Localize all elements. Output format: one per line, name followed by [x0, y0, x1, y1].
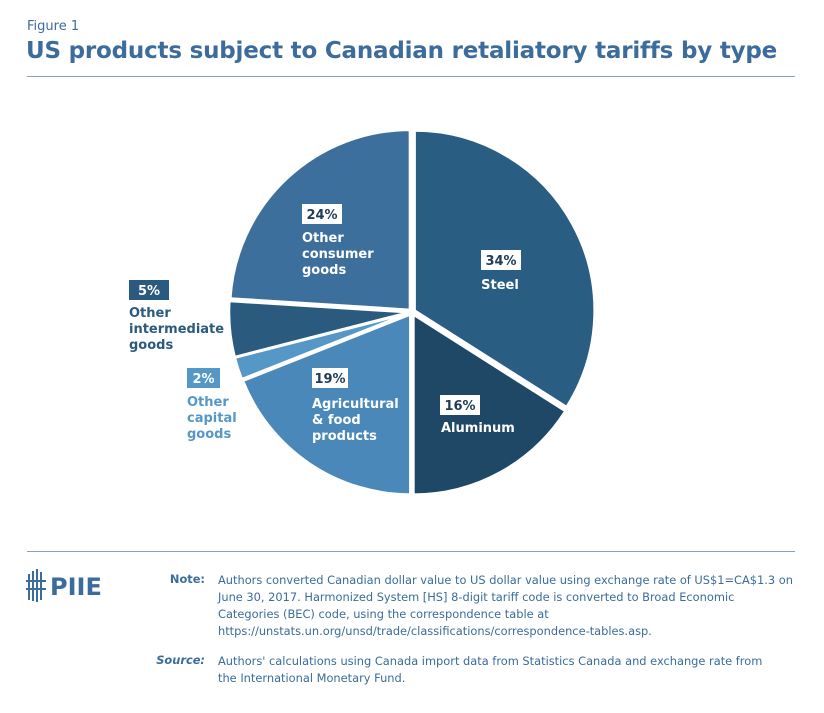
value-label: 19% — [314, 372, 345, 387]
divider-bottom — [27, 551, 795, 552]
value-label-box — [481, 250, 521, 270]
source-label: Source: — [156, 653, 205, 667]
value-label-box — [302, 204, 342, 224]
pie-slice-2 — [412, 312, 568, 496]
value-label-box — [440, 395, 480, 415]
source-text: Authors' calculations using Canada impor… — [218, 654, 763, 685]
pie-slice-3 — [241, 312, 412, 496]
piie-logo: PIIE — [26, 568, 126, 608]
note-text: Authors converted Canadian dollar value … — [218, 573, 793, 638]
category-label: Agricultural & food products — [312, 397, 399, 444]
divider-top — [27, 76, 795, 77]
note-label: Note: — [169, 572, 205, 586]
chart-title: US products subject to Canadian retaliat… — [26, 38, 778, 64]
value-label: 5% — [138, 284, 160, 299]
value-label-box — [187, 368, 220, 388]
value-label-box — [129, 280, 169, 300]
value-label: 34% — [485, 254, 516, 269]
category-label: Aluminum — [441, 421, 515, 436]
value-label: 16% — [444, 399, 475, 414]
category-label: Other intermediate goods — [129, 306, 224, 353]
pie-slice-5 — [227, 299, 410, 359]
category-label: Other consumer goods — [302, 231, 374, 278]
value-label: 24% — [306, 208, 337, 223]
category-label: Other capital goods — [187, 395, 237, 442]
svg-text:PIIE: PIIE — [50, 573, 102, 601]
value-label-box — [312, 368, 348, 388]
figure-label: Figure 1 — [27, 19, 80, 34]
category-label: Steel — [481, 278, 519, 293]
value-label: 2% — [192, 372, 214, 387]
